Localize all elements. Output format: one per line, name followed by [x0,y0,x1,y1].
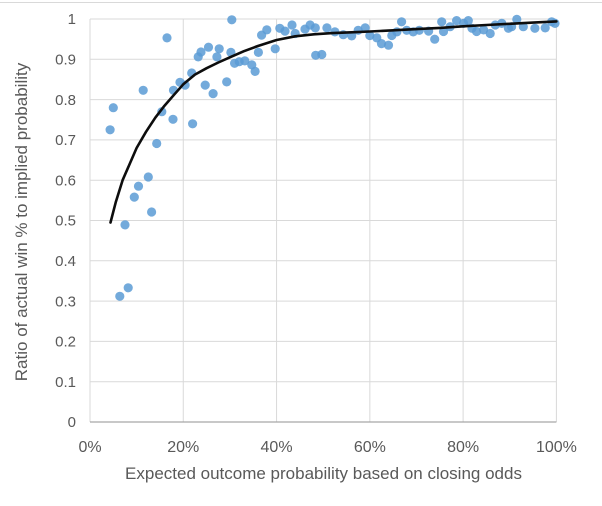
y-tick-label: 0.6 [55,172,76,189]
data-point [360,23,370,33]
data-point [212,52,222,62]
data-point [540,23,550,33]
y-tick-label: 1 [68,11,76,28]
data-point [317,49,327,60]
y-tick-label: 0.4 [55,253,76,270]
y-axis-title: Ratio of actual win % to implied probabi… [12,62,31,382]
y-tick-label: 0.3 [55,293,76,310]
data-point [222,77,232,87]
data-point [438,26,449,37]
data-point [250,66,260,76]
data-point [270,44,280,54]
y-tick-label: 0.7 [55,132,76,149]
data-point [512,14,522,24]
data-point [472,26,482,37]
data-point [188,119,198,129]
data-point [168,114,178,124]
data-point [108,103,118,113]
data-point [485,28,495,39]
data-point [280,26,290,36]
data-point [152,138,162,149]
data-point [200,80,210,90]
x-tick-label: 0% [78,439,101,456]
x-tick-label: 20% [167,439,199,456]
x-tick-label: 40% [261,439,293,456]
x-axis-title: Expected outcome probability based on cl… [125,464,522,483]
y-tick-label: 0.1 [55,374,76,391]
y-tick-label: 0.8 [55,92,76,109]
x-tick-label: 80% [447,439,479,456]
data-point [105,125,115,135]
data-point [180,80,190,90]
x-tick-label: 100% [536,439,577,456]
data-point [123,283,133,293]
data-point [397,17,407,27]
data-point [214,44,224,54]
data-point [322,23,332,33]
data-point [310,23,320,33]
data-point [240,56,250,66]
data-point [437,17,447,27]
data-point [115,291,125,301]
data-point [147,207,157,217]
data-point [253,47,263,58]
data-point [383,40,394,50]
data-point [203,42,214,52]
y-tick-label: 0.5 [55,213,76,230]
trendline [109,20,558,224]
data-point [376,39,387,49]
data-point [129,192,139,202]
data-point [262,25,272,35]
y-tick-label: 0.2 [55,334,76,351]
y-tick-label: 0 [68,414,76,431]
data-point [530,23,540,33]
data-point [287,20,297,30]
data-point [133,181,144,191]
data-point [463,16,473,26]
data-point [138,85,148,95]
data-point [143,172,153,182]
data-point [120,220,130,230]
data-point [196,47,206,57]
data-point [162,33,172,43]
data-point [227,15,237,25]
y-tick-label: 0.9 [55,52,76,69]
data-point [430,34,440,44]
data-point [365,30,375,41]
x-tick-label: 60% [354,439,386,456]
data-point [452,16,462,26]
data-point [208,89,218,99]
